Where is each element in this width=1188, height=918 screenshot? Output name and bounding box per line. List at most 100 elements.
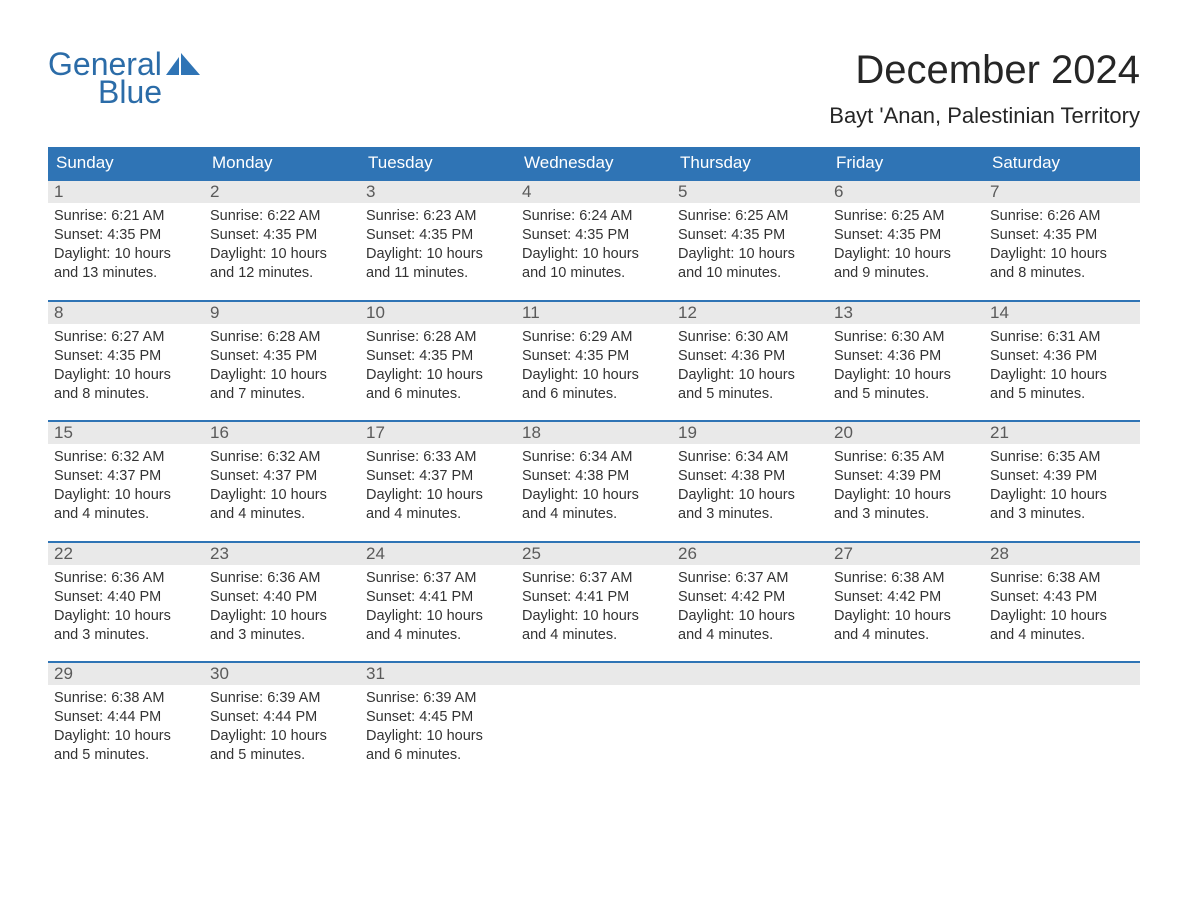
sunrise-label: Sunrise: bbox=[522, 449, 575, 465]
sunrise-value: 6:35 AM bbox=[1047, 449, 1100, 465]
sunrise-line: Sunrise: 6:39 AM bbox=[210, 689, 354, 708]
sunset-line: Sunset: 4:42 PM bbox=[834, 588, 978, 607]
page-title: December 2024 bbox=[829, 48, 1140, 93]
day-cell bbox=[984, 663, 1140, 768]
day-number: 19 bbox=[672, 422, 828, 444]
sunrise-line: Sunrise: 6:30 AM bbox=[678, 328, 822, 347]
day-number: 28 bbox=[984, 543, 1140, 565]
daylight-label: Daylight: bbox=[210, 487, 266, 503]
day-body: Sunrise: 6:26 AMSunset: 4:35 PMDaylight:… bbox=[984, 203, 1140, 286]
sunset-line: Sunset: 4:42 PM bbox=[678, 588, 822, 607]
day-body: Sunrise: 6:39 AMSunset: 4:45 PMDaylight:… bbox=[360, 685, 516, 768]
daylight-line: Daylight: 10 hours and 12 minutes. bbox=[210, 245, 354, 283]
day-cell: 30Sunrise: 6:39 AMSunset: 4:44 PMDayligh… bbox=[204, 663, 360, 768]
day-cell: 26Sunrise: 6:37 AMSunset: 4:42 PMDayligh… bbox=[672, 543, 828, 648]
sunrise-line: Sunrise: 6:23 AM bbox=[366, 207, 510, 226]
day-cell: 24Sunrise: 6:37 AMSunset: 4:41 PMDayligh… bbox=[360, 543, 516, 648]
day-number bbox=[828, 663, 984, 685]
day-body: Sunrise: 6:36 AMSunset: 4:40 PMDaylight:… bbox=[48, 565, 204, 648]
day-cell: 6Sunrise: 6:25 AMSunset: 4:35 PMDaylight… bbox=[828, 181, 984, 286]
sunrise-label: Sunrise: bbox=[210, 449, 263, 465]
day-cell: 23Sunrise: 6:36 AMSunset: 4:40 PMDayligh… bbox=[204, 543, 360, 648]
sunset-value: 4:38 PM bbox=[575, 468, 629, 484]
day-cell: 25Sunrise: 6:37 AMSunset: 4:41 PMDayligh… bbox=[516, 543, 672, 648]
sunset-label: Sunset: bbox=[678, 348, 727, 364]
sunrise-label: Sunrise: bbox=[678, 208, 731, 224]
daylight-label: Daylight: bbox=[366, 487, 422, 503]
daylight-line: Daylight: 10 hours and 3 minutes. bbox=[990, 486, 1134, 524]
day-number: 29 bbox=[48, 663, 204, 685]
daylight-label: Daylight: bbox=[366, 728, 422, 744]
day-number: 17 bbox=[360, 422, 516, 444]
sunrise-label: Sunrise: bbox=[834, 329, 887, 345]
day-cell: 19Sunrise: 6:34 AMSunset: 4:38 PMDayligh… bbox=[672, 422, 828, 527]
sunset-label: Sunset: bbox=[990, 348, 1039, 364]
sunrise-label: Sunrise: bbox=[990, 570, 1043, 586]
sunset-line: Sunset: 4:35 PM bbox=[210, 226, 354, 245]
sunrise-line: Sunrise: 6:29 AM bbox=[522, 328, 666, 347]
sunset-line: Sunset: 4:38 PM bbox=[678, 467, 822, 486]
day-number: 7 bbox=[984, 181, 1140, 203]
sunset-value: 4:39 PM bbox=[1043, 468, 1097, 484]
sunset-label: Sunset: bbox=[990, 468, 1039, 484]
sunset-value: 4:39 PM bbox=[887, 468, 941, 484]
sunset-value: 4:35 PM bbox=[263, 227, 317, 243]
sunset-value: 4:44 PM bbox=[263, 709, 317, 725]
day-body: Sunrise: 6:34 AMSunset: 4:38 PMDaylight:… bbox=[516, 444, 672, 527]
day-cell: 7Sunrise: 6:26 AMSunset: 4:35 PMDaylight… bbox=[984, 181, 1140, 286]
day-cell: 28Sunrise: 6:38 AMSunset: 4:43 PMDayligh… bbox=[984, 543, 1140, 648]
sunset-value: 4:35 PM bbox=[263, 348, 317, 364]
sunrise-label: Sunrise: bbox=[54, 329, 107, 345]
day-cell: 1Sunrise: 6:21 AMSunset: 4:35 PMDaylight… bbox=[48, 181, 204, 286]
sunrise-line: Sunrise: 6:34 AM bbox=[522, 448, 666, 467]
sunset-label: Sunset: bbox=[834, 227, 883, 243]
sunset-value: 4:41 PM bbox=[419, 589, 473, 605]
day-number: 6 bbox=[828, 181, 984, 203]
day-number: 20 bbox=[828, 422, 984, 444]
daylight-label: Daylight: bbox=[54, 608, 110, 624]
daylight-label: Daylight: bbox=[678, 608, 734, 624]
sunset-line: Sunset: 4:35 PM bbox=[366, 347, 510, 366]
day-body: Sunrise: 6:31 AMSunset: 4:36 PMDaylight:… bbox=[984, 324, 1140, 407]
sunrise-label: Sunrise: bbox=[834, 208, 887, 224]
sunset-value: 4:42 PM bbox=[731, 589, 785, 605]
sunset-line: Sunset: 4:35 PM bbox=[54, 347, 198, 366]
sunrise-label: Sunrise: bbox=[210, 690, 263, 706]
daylight-line: Daylight: 10 hours and 4 minutes. bbox=[210, 486, 354, 524]
day-number: 16 bbox=[204, 422, 360, 444]
daylight-line: Daylight: 10 hours and 5 minutes. bbox=[210, 727, 354, 765]
day-number bbox=[984, 663, 1140, 685]
sunset-value: 4:35 PM bbox=[887, 227, 941, 243]
sunset-label: Sunset: bbox=[366, 709, 415, 725]
page-subtitle: Bayt 'Anan, Palestinian Territory bbox=[829, 103, 1140, 129]
sunrise-label: Sunrise: bbox=[678, 449, 731, 465]
day-cell bbox=[516, 663, 672, 768]
calendar-page: General Blue December 2024 Bayt 'Anan, P… bbox=[0, 0, 1188, 918]
sunrise-value: 6:38 AM bbox=[891, 570, 944, 586]
sunset-line: Sunset: 4:36 PM bbox=[834, 347, 978, 366]
sunset-value: 4:37 PM bbox=[263, 468, 317, 484]
sunrise-label: Sunrise: bbox=[990, 329, 1043, 345]
sunset-line: Sunset: 4:44 PM bbox=[54, 708, 198, 727]
daylight-line: Daylight: 10 hours and 4 minutes. bbox=[366, 607, 510, 645]
sunrise-line: Sunrise: 6:37 AM bbox=[678, 569, 822, 588]
day-body: Sunrise: 6:38 AMSunset: 4:42 PMDaylight:… bbox=[828, 565, 984, 648]
daylight-label: Daylight: bbox=[210, 246, 266, 262]
sunrise-value: 6:37 AM bbox=[423, 570, 476, 586]
day-cell: 13Sunrise: 6:30 AMSunset: 4:36 PMDayligh… bbox=[828, 302, 984, 407]
sunset-label: Sunset: bbox=[522, 468, 571, 484]
day-number: 1 bbox=[48, 181, 204, 203]
daylight-label: Daylight: bbox=[210, 728, 266, 744]
sunrise-line: Sunrise: 6:38 AM bbox=[834, 569, 978, 588]
sunset-line: Sunset: 4:37 PM bbox=[366, 467, 510, 486]
title-block: December 2024 Bayt 'Anan, Palestinian Te… bbox=[829, 48, 1140, 129]
daylight-line: Daylight: 10 hours and 3 minutes. bbox=[834, 486, 978, 524]
sunrise-line: Sunrise: 6:38 AM bbox=[990, 569, 1134, 588]
sunset-value: 4:36 PM bbox=[1043, 348, 1097, 364]
sunrise-value: 6:21 AM bbox=[111, 208, 164, 224]
day-body: Sunrise: 6:32 AMSunset: 4:37 PMDaylight:… bbox=[204, 444, 360, 527]
daylight-line: Daylight: 10 hours and 4 minutes. bbox=[54, 486, 198, 524]
sunset-label: Sunset: bbox=[54, 227, 103, 243]
sunset-line: Sunset: 4:35 PM bbox=[990, 226, 1134, 245]
day-cell: 8Sunrise: 6:27 AMSunset: 4:35 PMDaylight… bbox=[48, 302, 204, 407]
